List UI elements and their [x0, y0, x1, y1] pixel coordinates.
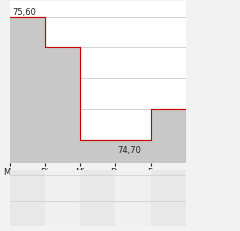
- Bar: [115, 170, 151, 226]
- Text: 74,70: 74,70: [117, 146, 141, 155]
- Polygon shape: [151, 109, 186, 163]
- Polygon shape: [80, 140, 151, 163]
- Bar: [45, 170, 80, 226]
- Text: 75,60: 75,60: [12, 8, 36, 17]
- Polygon shape: [45, 48, 80, 163]
- Polygon shape: [10, 18, 45, 163]
- Bar: [80, 170, 115, 226]
- Bar: [10, 170, 45, 226]
- Bar: [151, 170, 186, 226]
